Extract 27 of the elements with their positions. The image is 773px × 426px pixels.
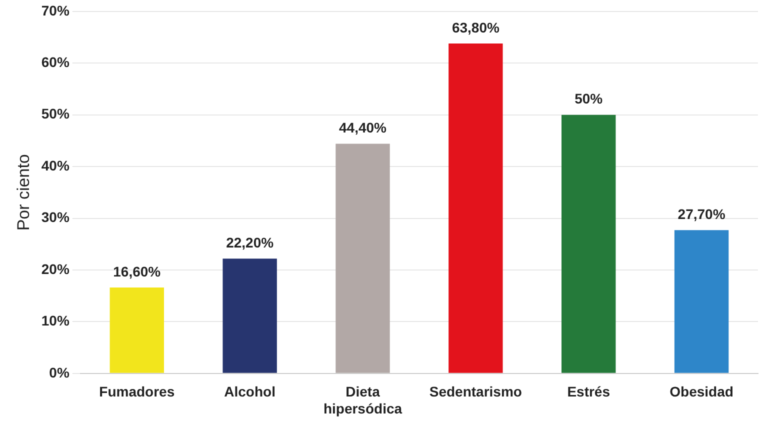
y-tick-label: 10% (41, 312, 70, 329)
bar (222, 258, 277, 373)
y-tick-label: 50% (41, 106, 70, 122)
data-label: 44,40% (339, 120, 388, 136)
x-tick-label: Dieta hipersódica (323, 384, 402, 416)
y-tick-label: 0% (49, 364, 70, 380)
x-tick-label: Estrés (567, 384, 610, 400)
y-tick-label: 20% (41, 260, 70, 277)
y-tick-label: 30% (41, 209, 70, 226)
y-tick-label: 40% (41, 157, 70, 174)
bar (674, 230, 729, 373)
data-label: 50% (574, 90, 604, 107)
data-label: 63,80% (452, 19, 500, 36)
y-tick-label: 60% (41, 54, 70, 70)
bar (110, 288, 164, 373)
y-tick-label: 70% (41, 2, 70, 18)
data-label: 27,70% (678, 206, 726, 222)
bar (336, 144, 390, 373)
bar (448, 43, 503, 373)
data-label: 16,60% (113, 263, 162, 280)
x-tick-label: Sedentarismo (429, 384, 522, 400)
x-tick-label: Obesidad (670, 384, 734, 400)
data-label: 22,20% (226, 234, 274, 250)
x-tick-label: Fumadores (99, 384, 175, 400)
y-axis-title: Por ciento (14, 154, 33, 231)
bar (562, 114, 616, 373)
x-tick-label: Alcohol (224, 384, 276, 400)
